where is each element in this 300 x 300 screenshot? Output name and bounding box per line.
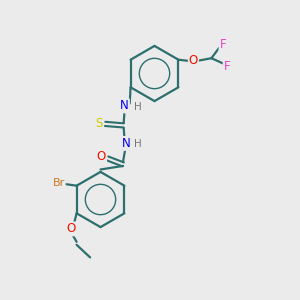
Text: H: H — [134, 101, 141, 112]
Text: N: N — [120, 99, 129, 112]
Text: F: F — [224, 60, 230, 73]
Text: O: O — [189, 53, 198, 67]
Text: O: O — [97, 150, 106, 163]
Text: O: O — [66, 222, 75, 236]
Text: S: S — [95, 117, 103, 130]
Text: N: N — [122, 137, 130, 150]
Text: F: F — [220, 38, 226, 51]
Text: H: H — [134, 139, 141, 149]
Text: Br: Br — [52, 178, 65, 188]
